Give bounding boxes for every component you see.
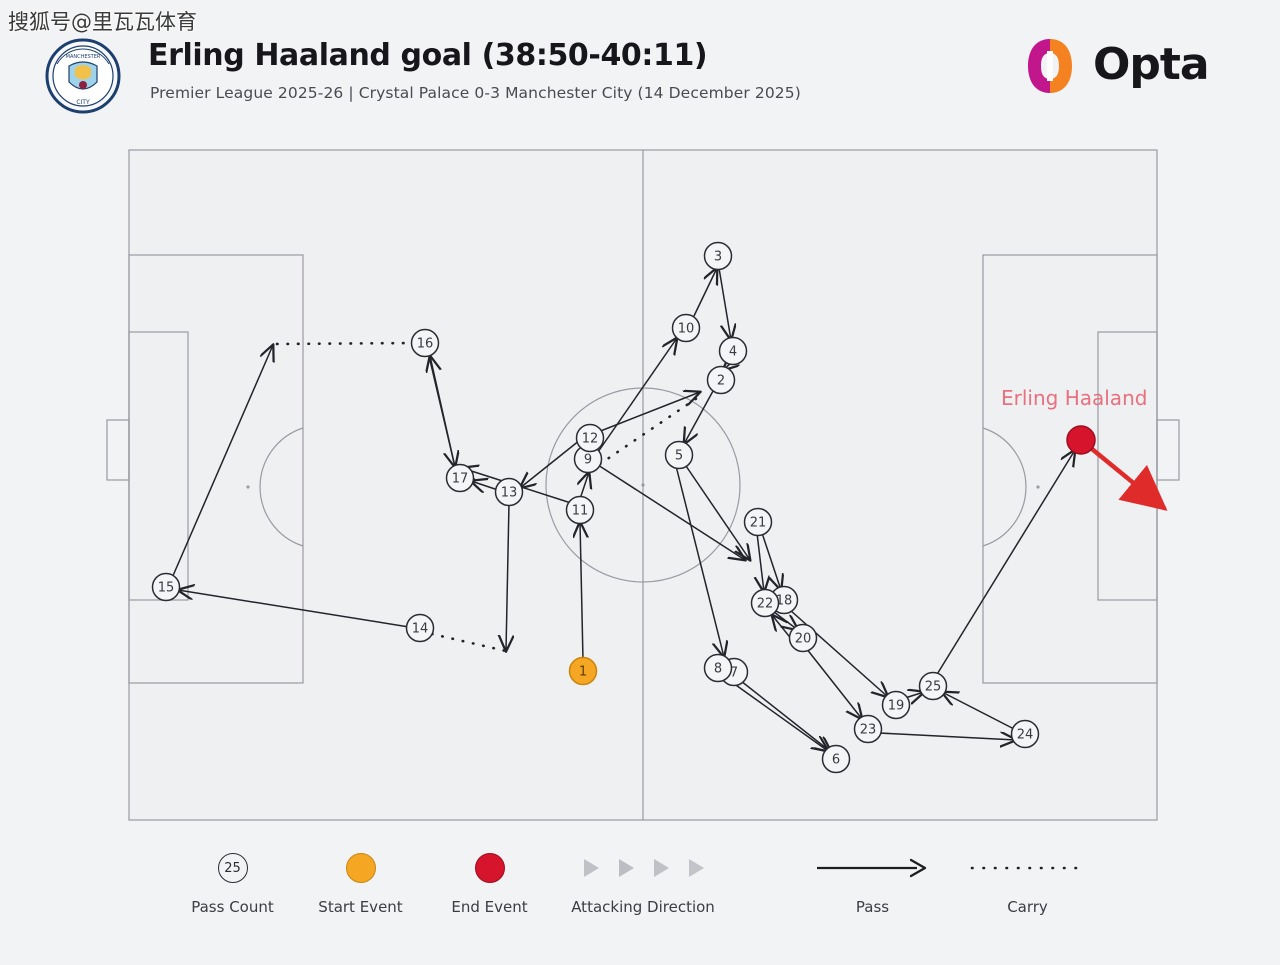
legend-label-start-event: Start Event: [318, 898, 403, 916]
pass-node: 9: [573, 444, 603, 474]
legend-item-carry: Carry: [950, 848, 1105, 916]
legend-item-start-event: Start Event: [283, 848, 438, 916]
pass-node: 15: [151, 572, 181, 602]
start-event-swatch: [345, 853, 376, 883]
svg-text:18: 18: [776, 594, 793, 609]
pass-node: 17: [445, 463, 475, 493]
svg-text:24: 24: [1017, 728, 1034, 743]
legend-label-carry: Carry: [1007, 898, 1048, 916]
pass-arrow-glyph: [816, 858, 926, 878]
svg-text:15: 15: [158, 581, 175, 596]
shot-arrow: [1078, 437, 1168, 511]
svg-text:16: 16: [417, 337, 434, 352]
pass-node: 25: [918, 671, 948, 701]
carry-dotted-glyph: [970, 866, 1085, 870]
opta-logo-icon: [1028, 39, 1072, 93]
svg-text:9: 9: [584, 453, 592, 468]
svg-text:CITY: CITY: [76, 99, 90, 106]
pass-node: 4: [718, 336, 748, 366]
page-title: Erling Haaland goal (38:50-40:11): [148, 38, 708, 73]
svg-text:17: 17: [452, 472, 469, 487]
legend: 25 Pass Count Start Event End Event Atta…: [0, 840, 1280, 940]
pass-node: 24: [1010, 719, 1040, 749]
pass-node: 5: [664, 440, 694, 470]
page-subtitle: Premier League 2025-26 | Crystal Palace …: [150, 84, 801, 102]
direction-triangle-icon: [653, 859, 669, 877]
svg-text:13: 13: [501, 486, 518, 501]
end-event-dot-icon: [412, 848, 567, 888]
direction-triangle-icon: [583, 859, 599, 877]
svg-text:14: 14: [412, 622, 429, 637]
pass-count-sample: 25: [217, 853, 248, 883]
end-event-swatch: [474, 853, 505, 883]
start-event-dot-icon: [283, 848, 438, 888]
site-watermark: 搜狐号@里瓦瓦体育: [8, 10, 197, 34]
pass-and-carry-layer: [171, 268, 1075, 752]
carry-dotted-icon: [950, 848, 1105, 888]
pass-node: 3: [703, 241, 733, 271]
pass-node: 8: [703, 653, 733, 683]
svg-text:8: 8: [714, 662, 722, 677]
svg-text:10: 10: [678, 322, 695, 337]
pass-node: 16: [410, 328, 440, 358]
legend-item-attacking-direction: Attacking Direction: [553, 848, 733, 916]
svg-text:6: 6: [832, 753, 840, 768]
pass-node: 2: [706, 365, 736, 395]
pass-node: 14: [405, 613, 435, 643]
pass-node: 21: [743, 507, 773, 537]
svg-text:1: 1: [579, 665, 587, 680]
opta-brand: Opta: [1019, 35, 1244, 101]
key-events-layer: 1 Erling Haaland: [568, 386, 1147, 686]
direction-triangle-icon: [688, 859, 704, 877]
scorer-label: Erling Haaland: [1001, 386, 1147, 410]
pass-arrow-icon: [795, 848, 950, 888]
legend-label-attacking-direction: Attacking Direction: [571, 898, 715, 916]
svg-text:4: 4: [729, 345, 737, 360]
pass-count-circle-icon: 25: [155, 848, 310, 888]
legend-item-pass: Pass: [795, 848, 950, 916]
svg-text:MANCHESTER: MANCHESTER: [66, 54, 101, 60]
svg-text:5: 5: [675, 449, 683, 464]
header: MANCHESTER CITY Erling Haaland goal (38:…: [0, 0, 1280, 132]
svg-text:7: 7: [730, 666, 738, 681]
attacking-direction-triangles-icon: [553, 848, 733, 888]
svg-text:21: 21: [750, 516, 767, 531]
start-event-marker: 1: [568, 656, 598, 686]
svg-text:20: 20: [795, 632, 812, 647]
pass-node: 6: [821, 744, 851, 774]
pass-node: 22: [750, 588, 780, 618]
svg-text:11: 11: [572, 504, 589, 519]
pass-node: 12: [575, 423, 605, 453]
manchester-city-crest-icon: MANCHESTER CITY: [45, 38, 121, 114]
pass-node: 20: [788, 623, 818, 653]
legend-label-end-event: End Event: [451, 898, 528, 916]
legend-item-end-event: End Event: [412, 848, 567, 916]
svg-text:19: 19: [888, 699, 905, 714]
svg-text:25: 25: [925, 680, 942, 695]
svg-text:2: 2: [717, 374, 725, 389]
svg-text:3: 3: [714, 250, 722, 265]
svg-text:23: 23: [860, 723, 877, 738]
svg-text:22: 22: [757, 597, 774, 612]
pass-node: 13: [494, 477, 524, 507]
pass-node: 23: [853, 714, 883, 744]
legend-item-pass-count: 25 Pass Count: [155, 848, 310, 916]
legend-label-pass-count: Pass Count: [191, 898, 274, 916]
pitch-lines: [106, 149, 1180, 821]
direction-triangle-icon: [618, 859, 634, 877]
pass-node: 11: [565, 495, 595, 525]
opta-wordmark: Opta: [1093, 39, 1210, 90]
pass-node: 10: [671, 313, 701, 343]
svg-text:12: 12: [582, 432, 599, 447]
pass-node: 19: [881, 690, 911, 720]
end-event-marker: [1066, 425, 1096, 455]
legend-label-pass: Pass: [855, 898, 890, 916]
